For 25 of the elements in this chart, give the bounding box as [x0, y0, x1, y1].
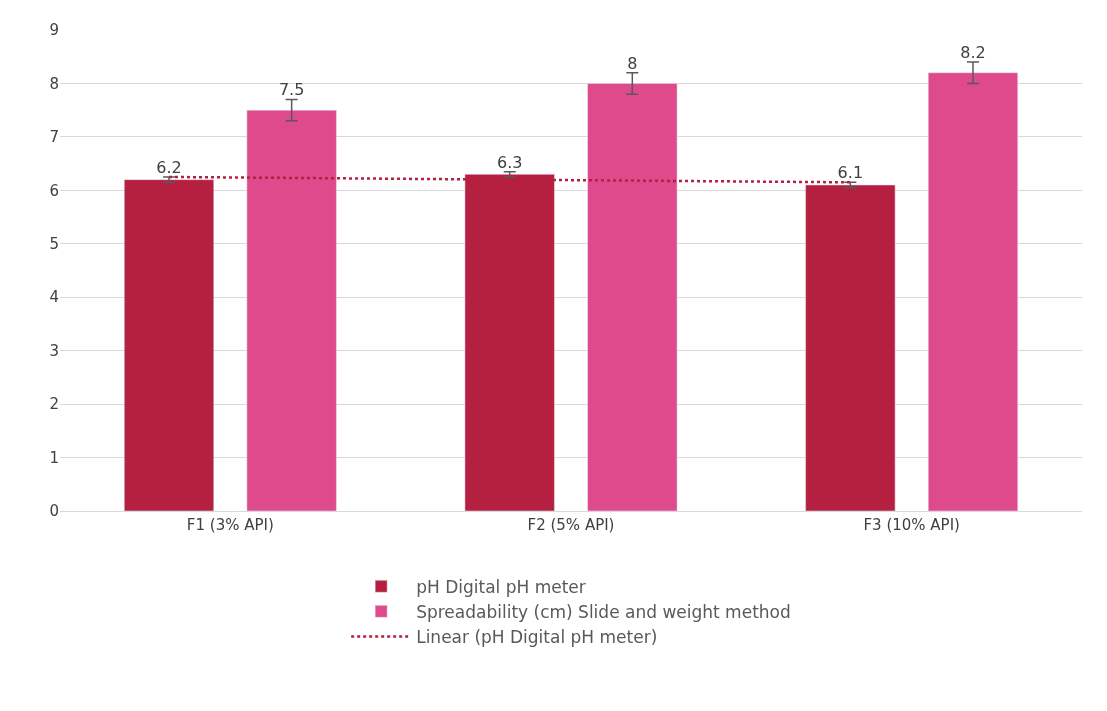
data-label: 7.5 — [278, 80, 305, 100]
data-label: 6.1 — [837, 163, 864, 183]
x-tick-label: F1 (3% API) — [186, 516, 274, 534]
x-tick-label: F3 (10% API) — [863, 516, 960, 534]
bar — [927, 72, 1018, 511]
y-tick-label: 8 — [49, 74, 59, 93]
bar — [587, 83, 678, 511]
x-tick-label: F2 (5% API) — [527, 516, 615, 534]
bar — [246, 109, 337, 511]
y-tick-label: 7 — [49, 128, 59, 147]
data-label: 8 — [627, 53, 638, 73]
y-tick-label: 4 — [49, 288, 59, 307]
y-tick-label: 9 — [49, 21, 59, 40]
y-tick-label: 5 — [49, 235, 59, 254]
legend-label: Spreadability (cm) Slide and weight method — [416, 602, 791, 622]
y-tick-label: 0 — [49, 502, 59, 521]
data-label: 6.3 — [496, 152, 523, 172]
legend-label: Linear (pH Digital pH meter) — [416, 627, 658, 648]
y-tick-label: 1 — [49, 448, 59, 467]
y-tick-label: 6 — [49, 181, 59, 200]
y-tick-label: 2 — [49, 395, 59, 414]
y-tick-label: 3 — [49, 341, 59, 360]
data-label: 8.2 — [960, 43, 986, 63]
legend-label: pH Digital pH meter — [416, 576, 586, 597]
data-label: 6.2 — [156, 157, 182, 177]
